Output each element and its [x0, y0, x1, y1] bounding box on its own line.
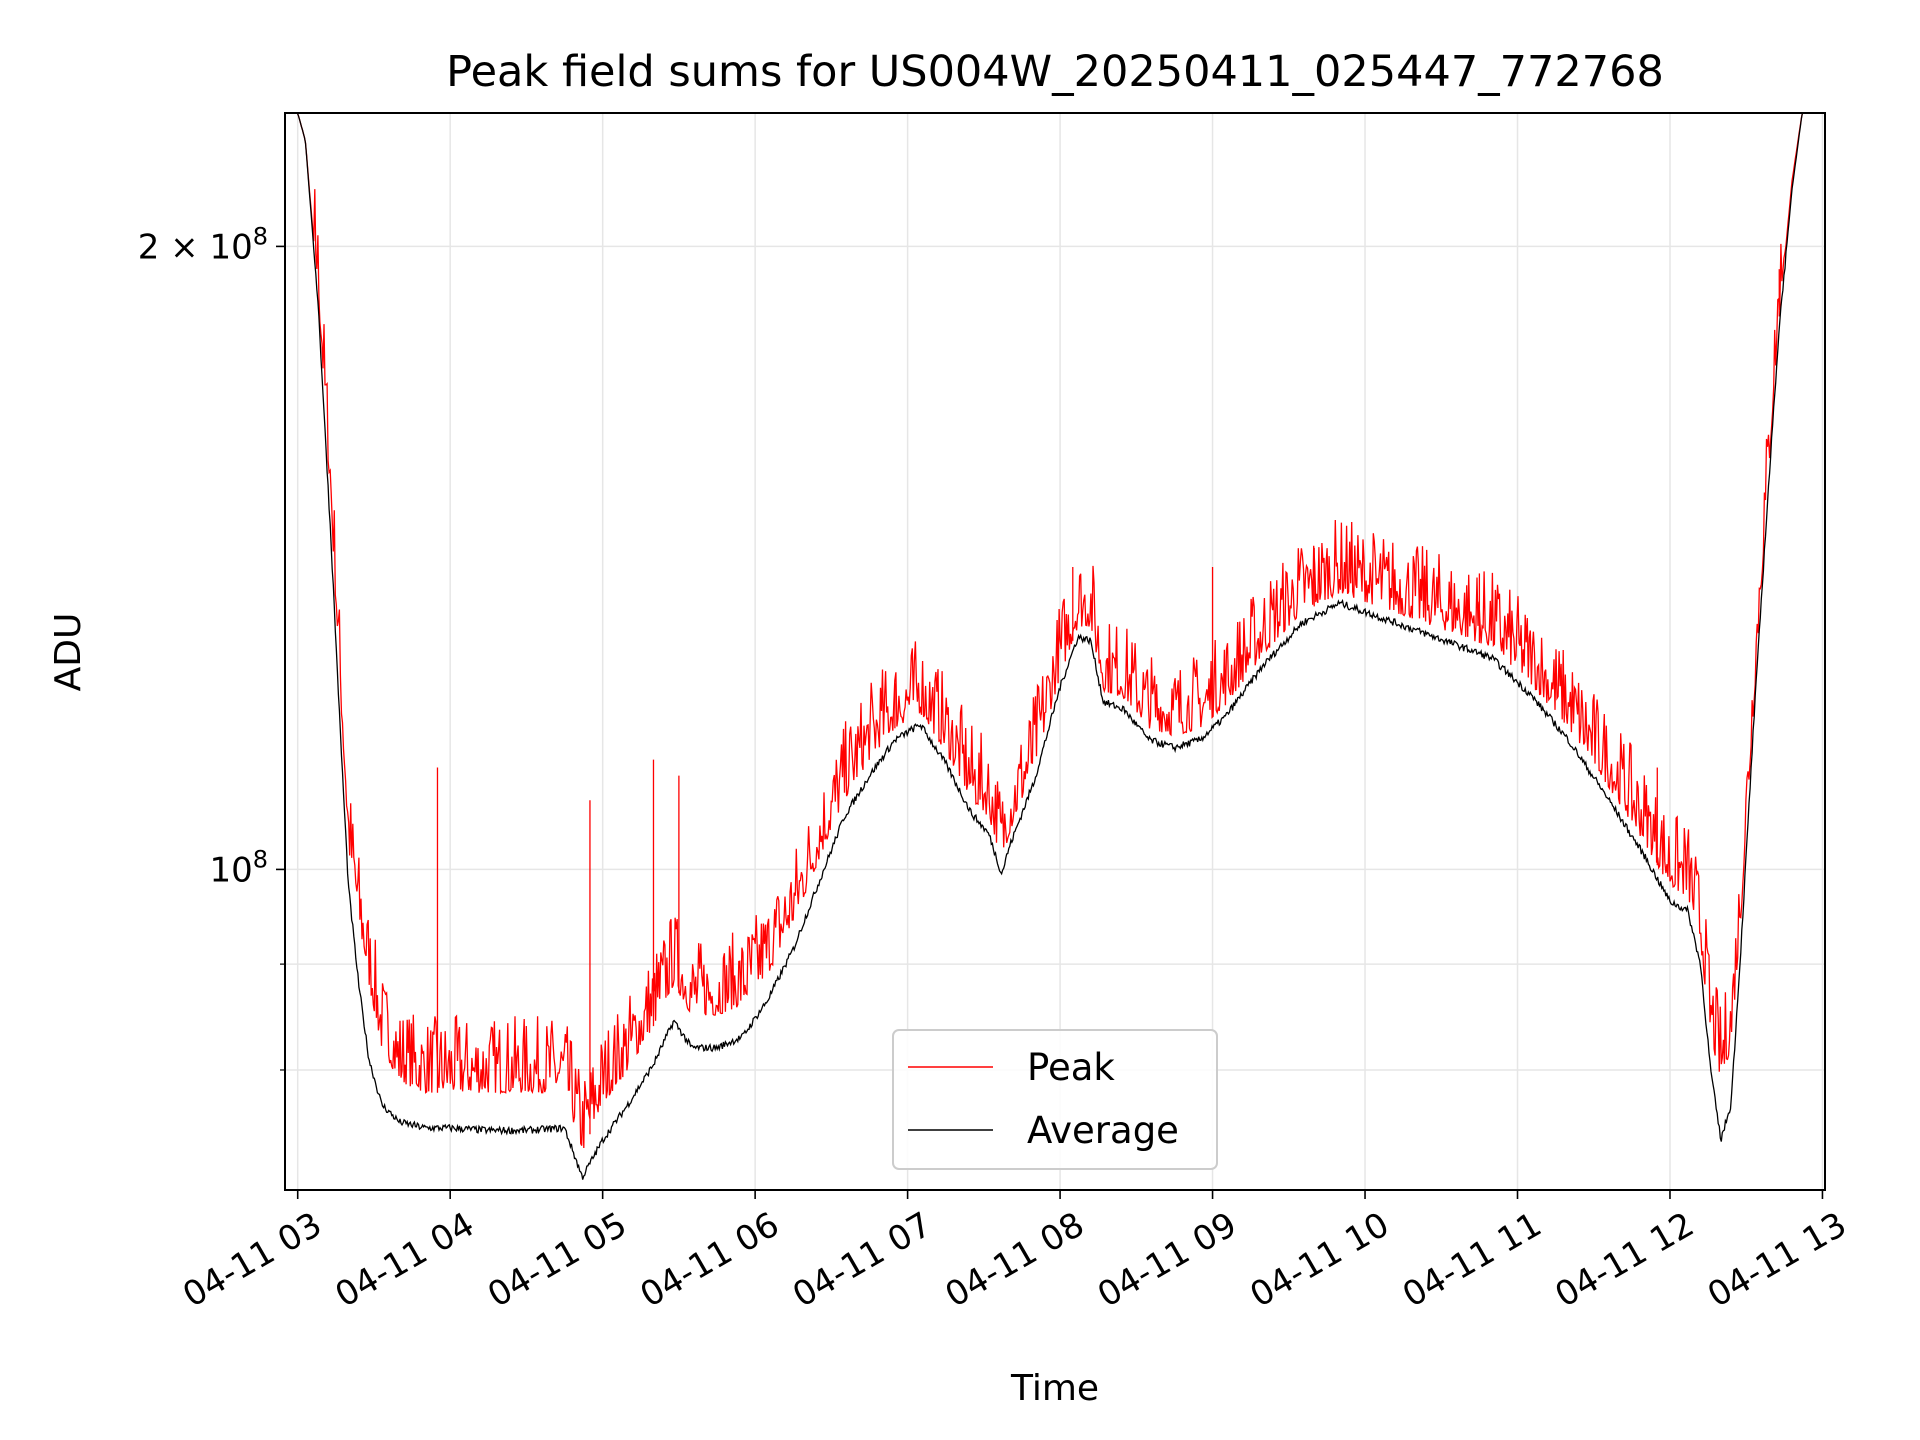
y-tick-label: 108: [209, 845, 268, 890]
x-axis-label: Time: [1010, 1368, 1099, 1409]
legend-box: [892, 1029, 1218, 1170]
series-peak-line: [285, 113, 1825, 1149]
y-axis-label: ADU: [48, 613, 89, 692]
chart-title: Peak field sums for US004W_20250411_0254…: [446, 47, 1664, 97]
y-tick-label: 2 × 108: [138, 222, 268, 267]
legend: Peak Average: [892, 1029, 1218, 1170]
y-axis-ticks: 108 2 × 108: [138, 222, 285, 1071]
series-average-line: [285, 113, 1825, 1180]
series-layer: [285, 113, 1825, 1180]
plot-frame: [284, 112, 1826, 1191]
legend-label-peak: Peak: [1027, 1046, 1115, 1089]
legend-label-average: Average: [1027, 1109, 1179, 1152]
